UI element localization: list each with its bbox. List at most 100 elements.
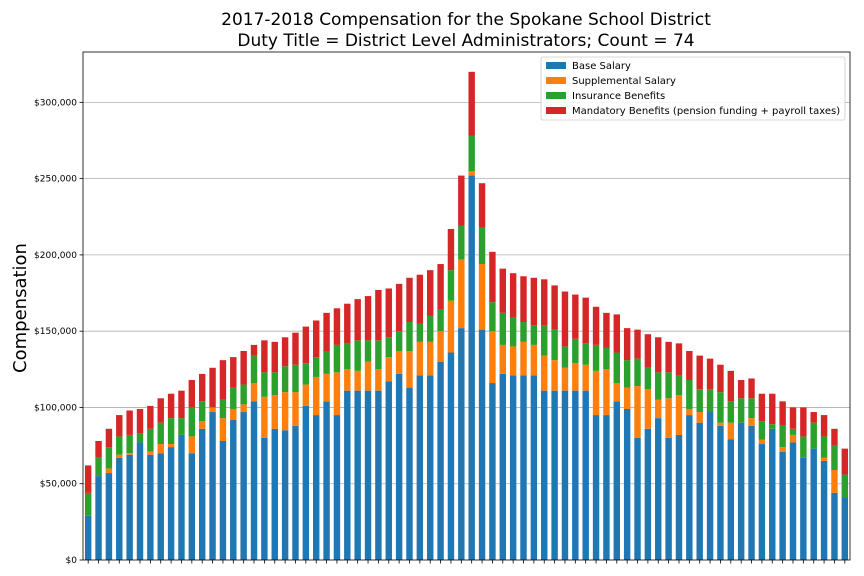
y-axis: $0 $50,000 $100,000 $150,000 $200,000 $250,00…: [34, 98, 83, 566]
bar-segment-4: [841, 448, 849, 475]
x-axis: [87, 560, 846, 564]
bar-segment-2: [209, 407, 216, 413]
bar-segment-4: [427, 270, 434, 316]
bar-segment-4: [644, 334, 652, 368]
bar-segment-3: [603, 347, 610, 370]
bar-segment-2: [779, 447, 786, 452]
bar-segment-1: [727, 439, 735, 560]
bar-segment-3: [686, 379, 693, 409]
bar-segment-4: [261, 340, 268, 373]
bar-segment-3: [572, 338, 579, 364]
bar-segment-1: [240, 412, 247, 560]
bar-segment-4: [416, 274, 424, 324]
bar-segment-4: [561, 291, 569, 347]
bar-segment-4: [219, 360, 227, 400]
bar-segment-2: [375, 369, 382, 391]
bar-segment-4: [188, 379, 196, 408]
bar-segment-4: [551, 285, 558, 330]
bar-segment-3: [561, 346, 569, 368]
bar-segment-1: [603, 415, 610, 560]
bar-segment-3: [665, 372, 672, 399]
bar-segment-3: [105, 447, 113, 469]
bar-segment-2: [831, 469, 838, 493]
bar-segment-3: [800, 436, 807, 458]
bar-segment-3: [354, 340, 361, 371]
bar-segment-2: [572, 363, 579, 391]
bar-segment-4: [271, 341, 278, 373]
bar-segment-4: [489, 251, 496, 303]
bar-segment-3: [509, 317, 517, 347]
bar-segment-1: [458, 328, 465, 560]
bar-segment-4: [541, 279, 548, 326]
bar-segment-2: [592, 370, 600, 416]
bar-segment-1: [665, 437, 672, 560]
bar-segment-3: [167, 418, 175, 445]
bar-segment-1: [447, 352, 455, 560]
bar-segment-1: [499, 373, 506, 560]
bar-segment-3: [758, 421, 766, 440]
bar-segment-1: [561, 390, 569, 560]
bar-segment-3: [302, 363, 310, 385]
bar-segment-1: [261, 437, 268, 560]
bar-segment-4: [250, 344, 258, 356]
bar-segment-2: [447, 300, 455, 353]
bar-segment-2: [458, 259, 465, 329]
bar-segment-3: [416, 323, 424, 342]
bar-segment-4: [603, 312, 610, 348]
bar-segment-1: [281, 430, 289, 560]
bar-segment-4: [281, 337, 289, 367]
bar-segment-3: [820, 436, 828, 458]
bar-segment-3: [292, 364, 299, 393]
bar-segment-2: [230, 408, 237, 420]
bar-segment-2: [105, 468, 113, 474]
bar-segment-4: [240, 351, 247, 385]
bar-segment-2: [147, 451, 154, 455]
bar-segment-4: [354, 299, 361, 341]
bar-segment-2: [302, 384, 310, 406]
bar-segment-1: [230, 419, 237, 560]
bar-segment-3: [126, 434, 133, 454]
bar-segment-2: [116, 454, 123, 458]
bar-segment-4: [820, 415, 828, 437]
legend-swatch: [546, 62, 566, 69]
bar-segment-1: [468, 175, 475, 560]
bar-segment-4: [385, 288, 392, 338]
bar-segment-2: [437, 331, 444, 362]
bar-segment-4: [478, 183, 486, 228]
bar-segment-3: [271, 372, 278, 396]
bar-segment-2: [478, 264, 486, 330]
bar-segment-3: [769, 424, 776, 429]
bar-segment-1: [84, 515, 92, 560]
bar-segment-2: [623, 387, 631, 409]
bar-segment-4: [395, 283, 403, 332]
bar-segment-1: [613, 401, 621, 560]
bar-segment-3: [748, 398, 755, 419]
bar-segment-1: [748, 425, 755, 560]
bar-segment-4: [520, 276, 527, 323]
legend: Base Salary Supplemental Salary Insurance …: [540, 56, 846, 121]
bar-segment-1: [686, 415, 693, 560]
bar-segment-3: [188, 407, 196, 437]
bar-segment-4: [748, 378, 755, 399]
bar-segment-1: [437, 361, 444, 560]
bar-segment-2: [489, 331, 496, 384]
bar-segment-1: [592, 415, 600, 560]
bar-segment-1: [789, 442, 797, 560]
bar-segment-2: [416, 341, 424, 376]
bar-segment-3: [281, 366, 289, 393]
bar-segment-3: [592, 344, 600, 371]
plot-frame: [82, 51, 851, 561]
bar-segment-3: [655, 372, 662, 400]
bar-segment-2: [395, 351, 403, 374]
legend-label: Insurance Benefits: [572, 91, 665, 102]
bar-segment-4: [136, 408, 144, 434]
bar-segment-2: [323, 373, 330, 402]
bar-segment-4: [769, 393, 776, 425]
bar-segment-1: [582, 390, 589, 560]
bar-segment-4: [665, 341, 672, 373]
bar-segment-2: [644, 389, 652, 429]
bar-segment-4: [623, 328, 631, 361]
bar-segment-4: [230, 357, 237, 388]
bar-segment-3: [406, 322, 413, 352]
